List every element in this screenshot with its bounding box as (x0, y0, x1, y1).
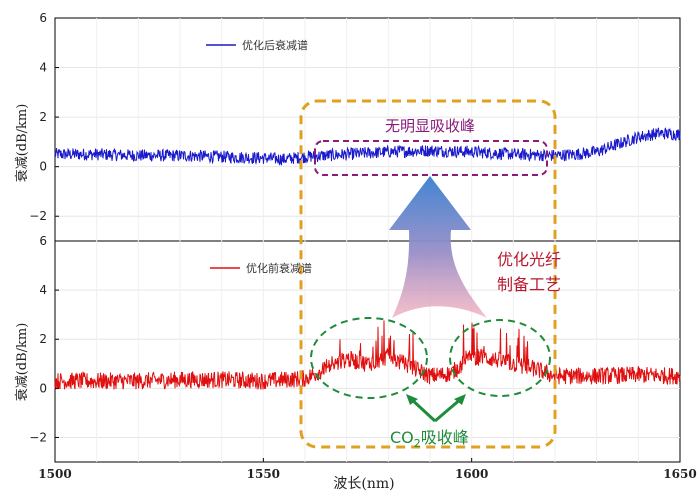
plot-frame-top (54, 17, 681, 242)
co2-pointer-arrows (408, 396, 463, 423)
gridlines (55, 18, 680, 462)
x-tick-label: 1650 (663, 467, 696, 481)
y-tick-label: 2 (39, 332, 47, 346)
x-tick-label: 1600 (455, 467, 488, 481)
y-tick-label: 6 (39, 234, 47, 248)
x-tick-label: 1550 (247, 467, 280, 481)
plot-frames (54, 17, 681, 463)
process-arrow (389, 176, 487, 318)
y-axis-title-bottom: 衰减(dB/km) (14, 323, 30, 402)
y-tick-label: 2 (39, 110, 47, 124)
y-tick-label: 4 (39, 283, 47, 297)
y-tick-label: 4 (39, 61, 47, 75)
co2-peak-ellipse-1 (310, 317, 428, 399)
plot-frame-bottom (54, 240, 681, 463)
comparison-region-box (299, 99, 557, 449)
co2-label-subscript: 2 (414, 437, 421, 450)
series-line-top (54, 127, 681, 166)
co2-label-main: CO (390, 428, 414, 447)
series-line-bottom (54, 320, 681, 390)
axes: −2 0 2 4 6 −2 0 2 4 6 1500 1550 1600 1650 (29, 11, 696, 481)
co2-peak-ellipse-2 (449, 319, 551, 397)
y-tick-label: 0 (39, 160, 47, 174)
co2-label: CO2吸收峰 (390, 428, 469, 450)
co2-label-suffix: 吸收峰 (421, 428, 469, 447)
y-axis-title-top: 衰减(dB/km) (14, 104, 30, 183)
y-tick-label: −2 (29, 430, 47, 444)
process-label-line2: 制备工艺 (497, 275, 561, 294)
co2-arrowhead-right (454, 394, 466, 405)
process-label-line1: 优化光纤 (497, 250, 561, 269)
y-tick-label: −2 (29, 209, 47, 223)
co2-arrowhead-left (406, 394, 418, 405)
y-tick-label: 0 (39, 381, 47, 395)
legend-label-before: 优化前衰减谱 (246, 261, 312, 275)
x-axis-title: 波长(nm) (333, 476, 394, 492)
y-tick-label: 6 (39, 11, 47, 25)
series-lines (54, 127, 681, 390)
legend-label-after: 优化后衰减谱 (242, 38, 308, 52)
no-peak-label: 无明显吸收峰 (385, 117, 475, 135)
x-tick-label: 1500 (38, 467, 71, 481)
